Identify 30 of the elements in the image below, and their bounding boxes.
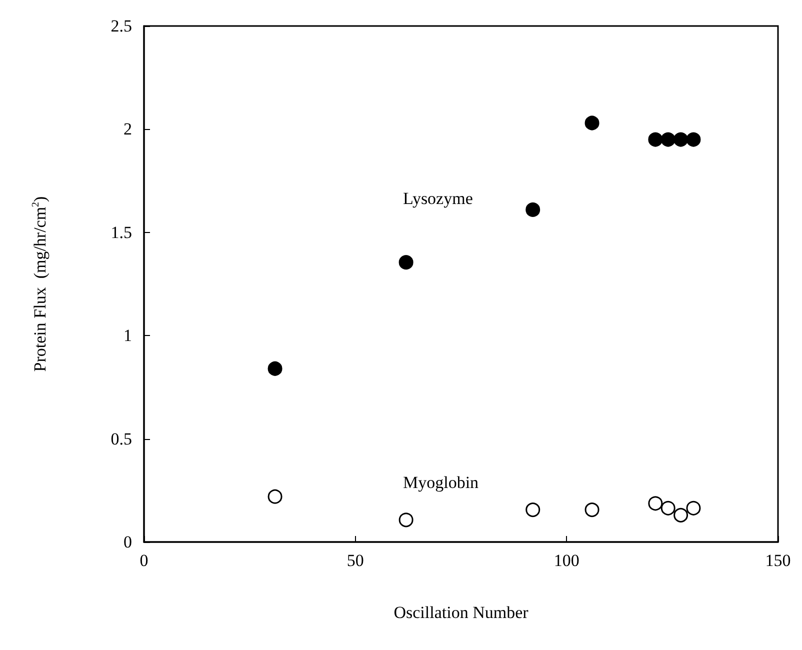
y-tick-label: 2 <box>124 120 132 139</box>
point <box>648 496 663 511</box>
y-tick-label: 1 <box>124 326 132 346</box>
point <box>398 255 414 270</box>
x-axis-title: Oscillation Number <box>394 603 529 622</box>
y-axis-title: Protein Flux (mg/hr/cm2) <box>30 196 50 372</box>
point <box>686 132 701 147</box>
point <box>660 132 676 147</box>
point <box>268 361 282 376</box>
point <box>268 489 282 504</box>
point <box>686 500 701 516</box>
x-tick-label: 150 <box>765 551 791 570</box>
point <box>398 512 414 528</box>
point <box>648 132 663 147</box>
point <box>660 500 676 516</box>
point <box>674 132 688 147</box>
x-tick-label: 100 <box>554 551 580 570</box>
point <box>526 502 540 518</box>
series-label: Myoglobin <box>403 473 480 492</box>
point <box>584 116 600 130</box>
text: Lysozyme <box>403 189 473 208</box>
x-tick-label: 50 <box>346 551 364 570</box>
point <box>584 502 600 518</box>
point <box>674 508 688 522</box>
y-tick-label: 1.5 <box>110 222 132 242</box>
x-tick-label: 0 <box>140 551 148 570</box>
y-tick-label: 0 <box>124 532 132 552</box>
point <box>526 202 540 217</box>
y-tick-label: 0.5 <box>110 429 132 448</box>
y-tick-label: 2.5 <box>110 16 132 36</box>
